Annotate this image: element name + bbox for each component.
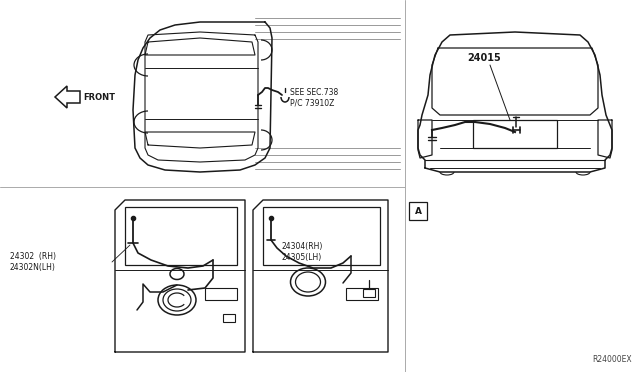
Text: 24304(RH)
24305(LH): 24304(RH) 24305(LH) — [281, 242, 323, 262]
Text: FRONT: FRONT — [83, 93, 115, 102]
Bar — [473, 120, 557, 148]
Text: R24000EX: R24000EX — [593, 355, 632, 364]
Bar — [263, 207, 380, 265]
Text: 24302  (RH)
24302N(LH): 24302 (RH) 24302N(LH) — [10, 252, 56, 272]
Bar — [125, 207, 237, 265]
Bar — [409, 202, 427, 220]
Polygon shape — [55, 86, 80, 108]
Bar — [223, 314, 235, 322]
Text: SEE SEC.738
P/C 73910Z: SEE SEC.738 P/C 73910Z — [290, 88, 339, 108]
Text: A: A — [415, 206, 422, 215]
Bar — [363, 289, 375, 297]
Text: 24015: 24015 — [467, 53, 501, 63]
Bar — [346, 288, 378, 300]
Bar — [205, 288, 237, 300]
